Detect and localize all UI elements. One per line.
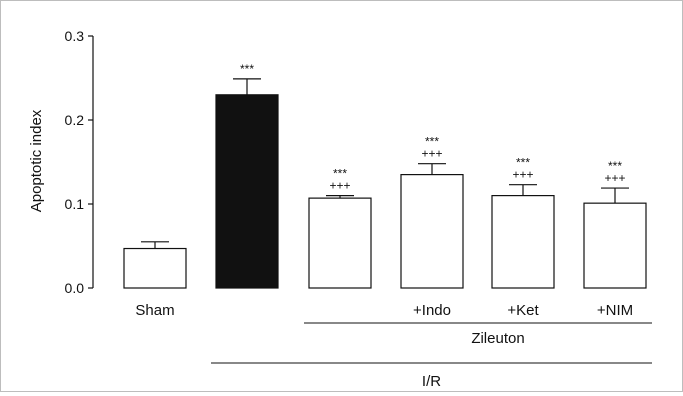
bar	[123, 247, 187, 289]
bar	[400, 174, 464, 289]
category-label: Sham	[135, 302, 174, 319]
bar	[583, 202, 647, 289]
significance-label: ***	[333, 167, 347, 181]
y-tick-label: 0.1	[65, 196, 85, 212]
significance-label: +++	[421, 147, 442, 161]
y-tick-label: 0.0	[65, 280, 85, 296]
significance-label: +++	[604, 171, 625, 185]
significance-label: +++	[512, 168, 533, 182]
bar	[491, 195, 555, 289]
y-tick-label: 0.3	[65, 28, 85, 44]
bar	[215, 94, 279, 289]
significance-label: ***	[516, 156, 530, 170]
group-label: Zileuton	[471, 330, 524, 347]
significance-label: ***	[240, 62, 254, 76]
bar	[308, 197, 372, 289]
category-label: +Ket	[507, 302, 539, 319]
group-label: I/R	[422, 373, 441, 390]
significance-label: +++	[329, 179, 350, 193]
category-label: +NIM	[597, 302, 633, 319]
significance-label: ***	[608, 159, 622, 173]
y-axis-title: Apoptotic index	[28, 109, 45, 212]
category-label: +Indo	[413, 302, 451, 319]
y-tick-label: 0.2	[65, 112, 85, 128]
significance-label: ***	[425, 135, 439, 149]
